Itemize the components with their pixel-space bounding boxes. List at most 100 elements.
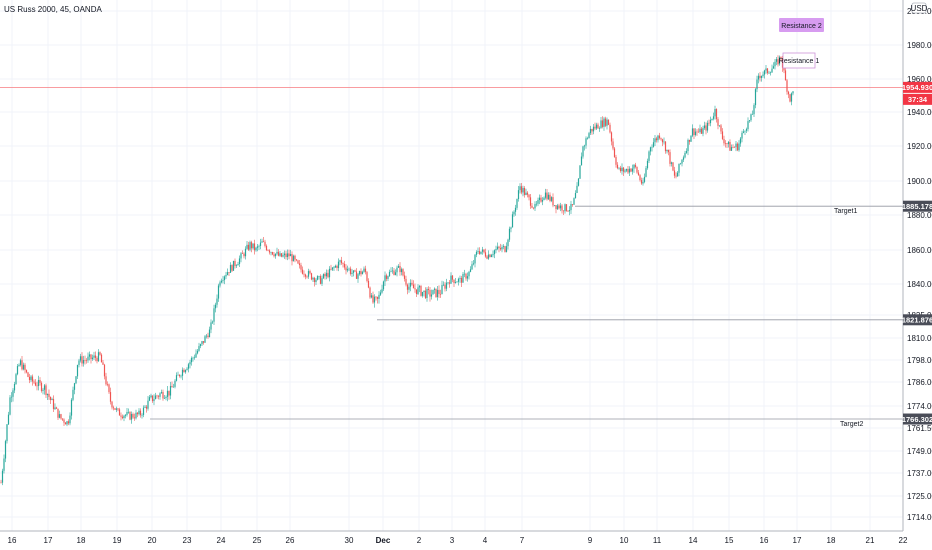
candle-body: [495, 249, 497, 251]
candle-body: [69, 415, 71, 424]
candle: [322, 273, 325, 280]
candle: [526, 191, 529, 198]
candle-body: [553, 205, 556, 206]
candle: [126, 408, 128, 417]
candle-body: [171, 386, 173, 388]
candle-body: [637, 172, 640, 176]
candle-body: [501, 247, 503, 250]
candle: [558, 203, 560, 210]
candle-body: [541, 200, 544, 202]
candle: [441, 280, 443, 295]
candle: [598, 126, 601, 132]
candle-body: [343, 263, 346, 268]
candle: [721, 128, 724, 141]
candle-body: [627, 168, 629, 173]
candle-body: [556, 205, 559, 210]
candle-body: [604, 118, 607, 126]
candle: [765, 65, 767, 74]
candle: [93, 351, 95, 360]
candle: [658, 132, 661, 140]
candle: [121, 414, 124, 420]
candle: [577, 177, 580, 187]
candle-body: [634, 164, 637, 167]
candle: [336, 264, 338, 271]
candle: [208, 326, 211, 338]
candle-body: [354, 270, 356, 272]
candle-body: [154, 395, 157, 400]
candle-body: [186, 368, 188, 371]
candle-body: [157, 396, 160, 397]
candle: [718, 125, 721, 128]
candle: [633, 163, 635, 173]
candle-body: [220, 280, 223, 283]
candle: [504, 245, 506, 253]
candle: [471, 260, 473, 270]
candle: [408, 282, 410, 293]
candle: [751, 110, 754, 115]
candle-body: [169, 386, 172, 396]
candle-body: [775, 59, 778, 62]
candle-body: [579, 165, 581, 179]
candle: [327, 269, 329, 279]
candle-body: [498, 246, 500, 248]
candle: [123, 414, 125, 422]
candle-body: [73, 383, 76, 390]
candle-body: [519, 186, 521, 191]
candle: [325, 269, 328, 280]
candle-body: [112, 407, 115, 409]
candle: [351, 268, 353, 278]
candle-body: [453, 279, 455, 283]
candle-body: [361, 271, 364, 275]
candle-body: [250, 242, 253, 249]
currency-button[interactable]: USD: [911, 2, 928, 14]
candle: [58, 410, 61, 419]
price-tick-label: 1761.500: [907, 424, 932, 433]
candle-body: [126, 412, 128, 415]
candle-body: [373, 296, 376, 303]
candle: [745, 127, 748, 134]
candle-body: [13, 384, 16, 391]
candle-body: [411, 282, 413, 285]
candle-body: [655, 138, 658, 141]
level-tag-bg: [903, 200, 932, 212]
candle: [94, 351, 97, 362]
candle-body: [630, 168, 632, 172]
candle: [619, 165, 622, 173]
candle: [21, 356, 23, 371]
candle: [529, 193, 532, 209]
candle: [73, 382, 76, 395]
candle: [246, 240, 248, 250]
candle-body: [96, 357, 98, 362]
candle-body: [177, 374, 179, 376]
candle: [459, 275, 461, 283]
candle: [175, 372, 178, 382]
candle-body: [505, 246, 508, 252]
candle: [67, 419, 70, 426]
time-axis[interactable]: 16 17 18 19 20 23 24 25 26 30 Dec 2 3 4 7 9 10 11 14 15 16 17…: [8, 536, 908, 545]
candle-body: [424, 290, 427, 298]
candle-body: [772, 66, 775, 69]
candle-body: [6, 424, 8, 442]
candle-body: [91, 357, 94, 360]
candle-body: [357, 274, 359, 279]
candle-body: [16, 366, 19, 375]
candle: [249, 240, 251, 252]
candle-body: [508, 228, 511, 240]
candle-body: [282, 255, 284, 257]
candle-body: [781, 58, 784, 68]
candle-body: [451, 275, 454, 280]
candle: [670, 161, 673, 167]
candle-body: [360, 271, 362, 275]
candle: [139, 408, 142, 418]
candle-body: [700, 128, 703, 134]
candle: [535, 201, 538, 207]
candle-body: [358, 271, 361, 275]
candle: [508, 226, 511, 242]
candle: [352, 270, 355, 277]
candle-body: [108, 384, 110, 393]
candle: [552, 193, 554, 208]
candle-body: [670, 162, 673, 164]
candle: [118, 407, 121, 416]
candle-body: [382, 281, 385, 290]
